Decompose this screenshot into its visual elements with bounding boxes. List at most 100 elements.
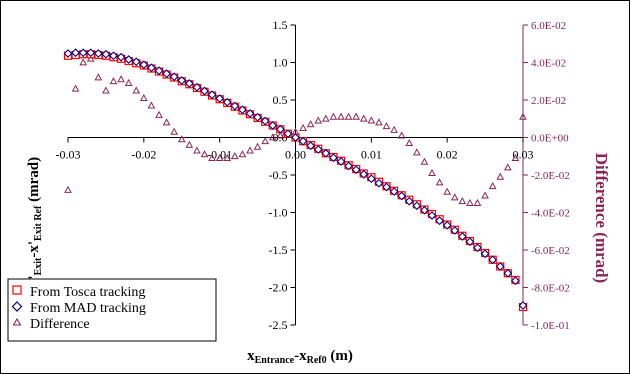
mad-point <box>131 57 141 67</box>
mad-point <box>488 255 498 265</box>
mad-point <box>420 205 429 215</box>
mad-point <box>298 136 308 146</box>
y-right-tick-label: -8.0E-02 <box>531 283 570 295</box>
mad-point <box>78 48 88 58</box>
mad-point <box>351 165 361 175</box>
difference-series <box>64 54 527 207</box>
difference-point <box>71 84 80 92</box>
legend-label-mad: From MAD tracking <box>30 301 146 316</box>
diamond-marker-icon <box>11 301 23 312</box>
y-left-tick-label: -2.5 <box>269 318 288 332</box>
mad-point <box>291 133 300 142</box>
mad-point <box>268 121 278 130</box>
x-tick-label: 0.01 <box>361 148 382 162</box>
mad-point <box>238 105 247 115</box>
mad-point <box>184 79 194 88</box>
difference-point <box>208 153 216 162</box>
mad-point <box>275 124 285 134</box>
mad-point <box>389 187 399 196</box>
y-right-tick-label: 4.0E-02 <box>531 58 566 70</box>
difference-point <box>503 163 512 171</box>
legend-item-difference: Difference <box>12 317 90 332</box>
difference-point <box>261 136 270 145</box>
mad-point <box>336 157 346 166</box>
mad-point <box>253 112 262 122</box>
mad-point <box>306 141 316 151</box>
difference-point <box>321 114 330 122</box>
mad-point <box>518 301 528 310</box>
difference-point <box>64 185 72 193</box>
mad-point <box>139 60 149 70</box>
y-right-tick-label: 6.0E-02 <box>531 20 566 32</box>
y-right-tick-label: 0.0E+00 <box>531 133 569 145</box>
mad-point <box>480 249 490 259</box>
mad-point <box>283 129 293 139</box>
mad-point <box>511 276 520 286</box>
y-axis-left-title: x'Exit-x'Exit Ref (mrad) <box>26 157 44 287</box>
mad-point <box>321 148 331 158</box>
mad-point <box>116 52 126 62</box>
difference-point <box>344 112 353 120</box>
difference-point <box>511 153 520 162</box>
mad-point <box>177 76 187 85</box>
legend-label-difference: Difference <box>30 317 90 332</box>
mad-point <box>169 72 179 82</box>
difference-point <box>102 86 110 94</box>
mad-point <box>503 268 513 278</box>
x-tick-label: -0.02 <box>131 148 156 162</box>
difference-point <box>246 146 254 154</box>
y-left-tick-label: -2.0 <box>269 281 288 295</box>
difference-point <box>397 131 406 139</box>
mad-point <box>397 191 407 201</box>
mad-point <box>260 116 270 126</box>
difference-point <box>147 101 156 109</box>
mad-point <box>344 161 353 171</box>
mad-point <box>154 66 164 76</box>
mad-point <box>412 201 422 211</box>
difference-point <box>352 112 361 120</box>
y-right-tick-label: 2.0E-02 <box>531 95 566 107</box>
difference-point <box>155 110 163 118</box>
difference-point <box>488 181 497 190</box>
mad-point <box>101 49 111 59</box>
difference-point <box>481 191 489 199</box>
mad-point <box>93 49 103 58</box>
difference-point <box>428 168 436 177</box>
legend-label-tosca: From Tosca tracking <box>30 285 145 300</box>
mad-point <box>86 48 96 58</box>
legend-item-mad: From MAD tracking <box>11 301 146 316</box>
difference-point <box>329 112 338 120</box>
mad-point <box>457 232 467 241</box>
mad-point <box>71 48 80 58</box>
x-tick-labels: -0.03 -0.02 -0.01 0.00 0.01 0.02 0.03 <box>56 148 534 162</box>
difference-point <box>170 127 179 135</box>
mad-point <box>404 196 414 206</box>
difference-point <box>124 78 133 87</box>
difference-point <box>458 196 467 205</box>
y-right-tick-label: -2.0E-02 <box>531 170 570 182</box>
difference-point <box>162 118 171 126</box>
y-right-tick-label: -6.0E-02 <box>531 245 570 257</box>
mad-point <box>374 178 384 188</box>
difference-point <box>299 123 307 132</box>
y-left-tick-label: 0.0 <box>273 131 288 145</box>
y-left-tick-label: -1.0 <box>269 206 288 220</box>
difference-point <box>132 86 141 94</box>
difference-point <box>390 125 398 133</box>
legend-box <box>7 278 217 342</box>
difference-point <box>185 140 194 148</box>
difference-point <box>443 187 452 195</box>
difference-point <box>139 93 148 102</box>
x-axis-title: xEntrance-xRef0 (m) <box>247 348 353 366</box>
mad-point <box>230 101 240 111</box>
triangle-marker-icon <box>12 317 22 326</box>
x-tick-label: -0.03 <box>56 148 81 162</box>
mad-point <box>192 82 202 92</box>
difference-point <box>253 142 262 150</box>
difference-point <box>306 120 315 128</box>
mad-point <box>473 243 482 253</box>
difference-point <box>382 121 391 130</box>
difference-point <box>435 178 444 186</box>
mad-point <box>450 226 460 235</box>
